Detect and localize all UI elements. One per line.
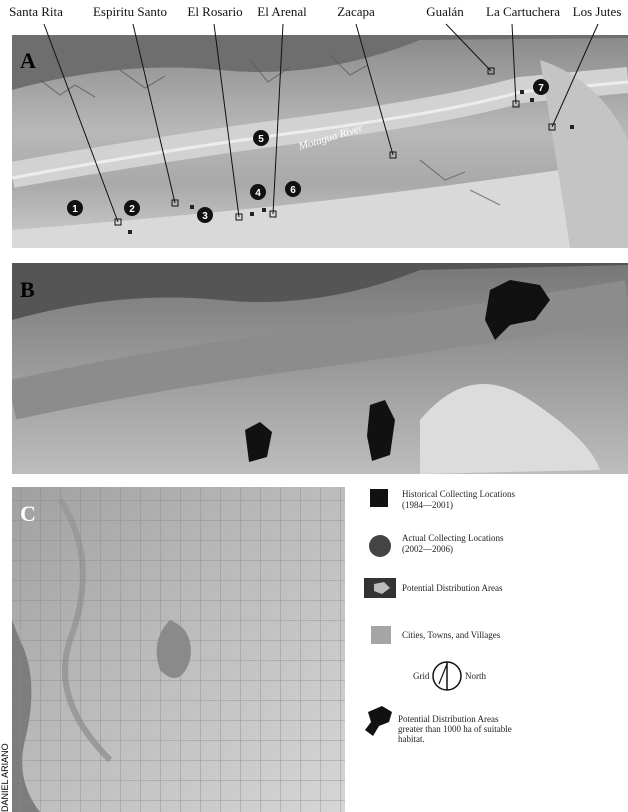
text-line: Potential Distribution Areas bbox=[398, 714, 499, 724]
credit: DANIEL ARIANO bbox=[0, 743, 10, 812]
legend-text: Potential Distribution Areas greater than… bbox=[398, 714, 512, 744]
leader-lines bbox=[43, 23, 599, 226]
place-label: Zacapa bbox=[337, 4, 375, 19]
text-line: habitat. bbox=[398, 734, 425, 744]
site-number: 1 bbox=[72, 204, 78, 215]
site-number: 2 bbox=[129, 204, 135, 215]
site-number: 4 bbox=[255, 188, 261, 199]
site-markers: 1 2 3 4 5 6 7 bbox=[67, 79, 574, 234]
legend-text: Actual Collecting Locations (2002—2006) bbox=[402, 533, 504, 554]
site-number: 6 bbox=[290, 185, 296, 196]
map-c bbox=[12, 487, 345, 812]
site-number: 7 bbox=[538, 83, 544, 94]
place-labels: Santa Rita Espiritu Santo El Rosario El … bbox=[9, 4, 621, 19]
map-b bbox=[12, 263, 628, 474]
legend-north: North bbox=[465, 671, 486, 681]
text-line: Cities, Towns, and Villages bbox=[402, 630, 501, 640]
text-line: (2002—2006) bbox=[402, 544, 453, 554]
legend-grid: Grid bbox=[413, 671, 430, 681]
place-label: El Rosario bbox=[187, 4, 242, 19]
text-line: greater than 1000 ha of suitable bbox=[398, 724, 512, 734]
panel-label: B bbox=[20, 277, 35, 302]
legend-text: Historical Collecting Locations (1984—200… bbox=[402, 489, 515, 510]
place-label: El Arenal bbox=[257, 4, 307, 19]
text-line: Historical Collecting Locations bbox=[402, 489, 515, 499]
text-line: Actual Collecting Locations bbox=[402, 533, 504, 543]
site-number: 3 bbox=[202, 211, 208, 222]
place-label: Espiritu Santo bbox=[93, 4, 167, 19]
panel-label: A bbox=[20, 48, 36, 73]
legend-text: Potential Distribution Areas bbox=[402, 583, 503, 593]
site-number: 5 bbox=[258, 134, 264, 145]
legend: Historical Collecting Locations (1984—200… bbox=[364, 489, 515, 744]
text-line: (1984—2001) bbox=[402, 500, 453, 510]
legend-text: Cities, Towns, and Villages bbox=[402, 630, 501, 640]
place-label: Los Jutes bbox=[573, 4, 622, 19]
text-line: Potential Distribution Areas bbox=[402, 583, 503, 593]
place-label: Santa Rita bbox=[9, 4, 63, 19]
place-label: Gualán bbox=[426, 4, 464, 19]
panel-label: C bbox=[20, 501, 36, 526]
place-label: La Cartuchera bbox=[486, 4, 560, 19]
